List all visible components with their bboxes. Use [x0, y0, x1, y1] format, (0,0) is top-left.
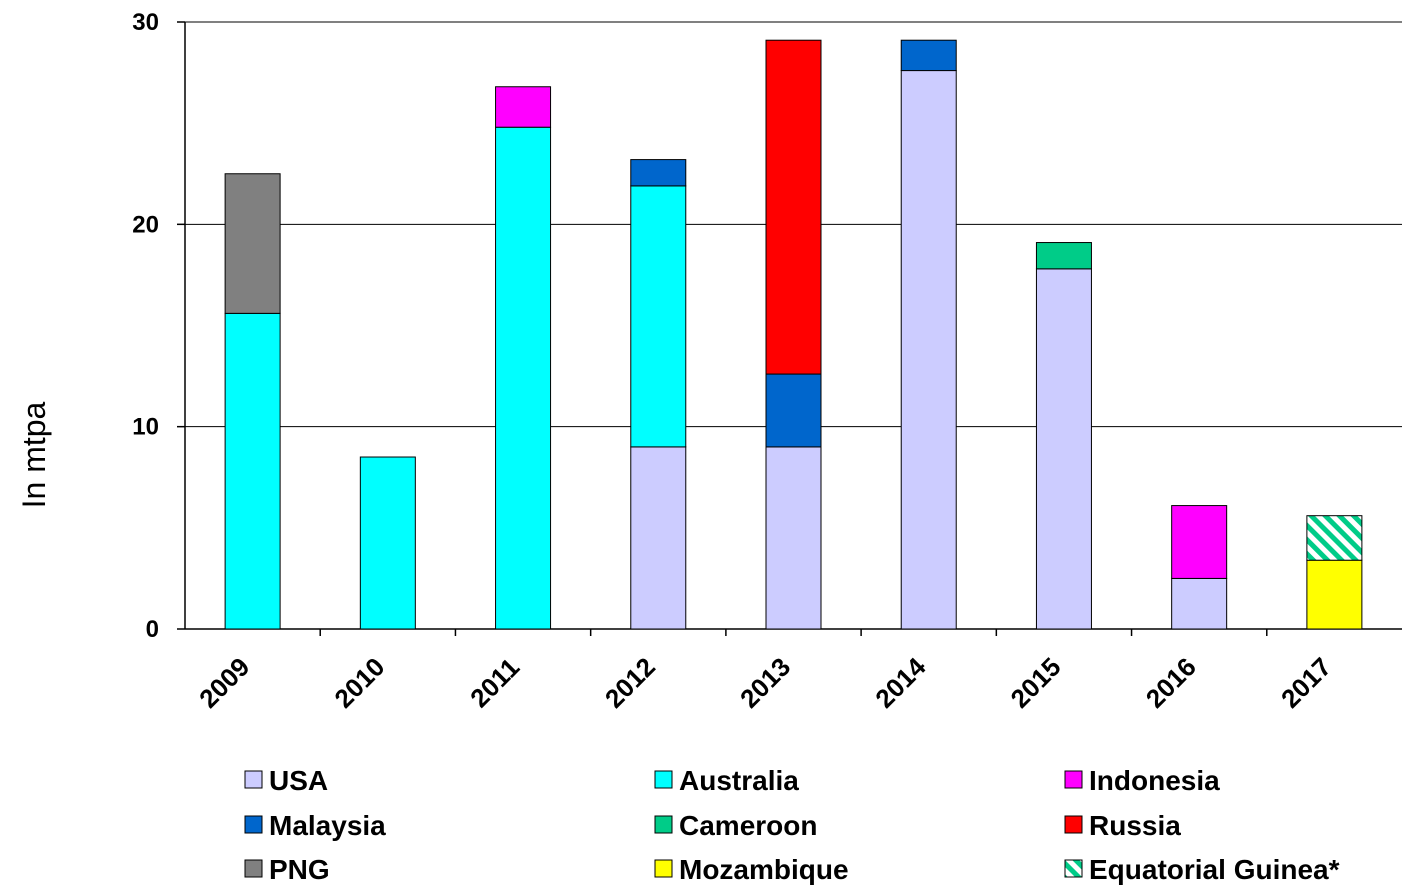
bar-2016-usa: [1171, 577, 1228, 630]
x-tick-label: 2011: [464, 652, 525, 713]
legend-swatch-russia: [1064, 815, 1083, 834]
legend-label: Malaysia: [269, 810, 386, 841]
y-axis-title: In mtpa: [16, 401, 52, 508]
bar-2015-cameroon: [1035, 242, 1092, 270]
x-tick-label: 2017: [1275, 652, 1337, 714]
legend-swatch-australia: [654, 770, 673, 789]
bar-2014-malaysia: [900, 39, 957, 72]
x-tick-label: 2014: [869, 651, 931, 713]
legend-swatch-malaysia: [244, 815, 263, 834]
legend-swatch-equatorial-guinea-: [1064, 859, 1083, 878]
bar-2013-usa: [765, 446, 822, 630]
y-tick-label: 10: [132, 414, 159, 441]
bar-2014-usa: [900, 70, 957, 630]
bar-2017-mozambique: [1306, 559, 1363, 630]
legend-label: Mozambique: [679, 854, 849, 885]
bar-2013-malaysia: [765, 373, 822, 448]
bar-2017-equatorial-guinea-: [1306, 515, 1363, 561]
bar-2012-australia: [630, 185, 687, 448]
legend-label: PNG: [269, 854, 330, 885]
legend-label: Cameroon: [679, 810, 817, 841]
bar-2016-indonesia: [1171, 505, 1228, 579]
legend-label: Russia: [1089, 810, 1181, 841]
x-tick-label: 2013: [734, 652, 796, 714]
legend-label: USA: [269, 765, 328, 796]
bar-2009-png: [224, 173, 281, 314]
bar-2011-australia: [495, 126, 552, 630]
y-tick-label: 0: [146, 616, 159, 643]
bar-2011-indonesia: [495, 86, 552, 128]
legend-swatch-usa: [244, 770, 263, 789]
x-tick-label: 2009: [193, 652, 255, 714]
x-tick-label: 2015: [1005, 652, 1067, 714]
axis-labels: 0 10 20 30 2009 2010 2011 2012 2013 2014 2015 2016 2…: [132, 9, 1337, 714]
legend-label: Australia: [679, 765, 799, 796]
bar-2015-usa: [1035, 268, 1092, 630]
bar-2012-malaysia: [630, 159, 687, 187]
legend-label: Indonesia: [1089, 765, 1220, 796]
legend-swatch-indonesia: [1064, 770, 1083, 789]
bars: [224, 39, 1363, 630]
legend-swatch-cameroon: [654, 815, 673, 834]
y-tick-label: 30: [132, 9, 159, 36]
bar-2010-australia: [359, 456, 416, 630]
x-tick-label: 2012: [599, 652, 661, 714]
y-tick-label: 20: [132, 211, 159, 238]
bar-2009-australia: [224, 312, 281, 630]
legend-swatch-png: [244, 859, 263, 878]
bar-2013-russia: [765, 39, 822, 375]
x-tick-label: 2016: [1140, 652, 1202, 714]
bar-2012-usa: [630, 446, 687, 630]
x-tick-label: 2010: [328, 652, 390, 714]
legend-label: Equatorial Guinea*: [1089, 854, 1340, 885]
legend-swatch-mozambique: [654, 859, 673, 878]
legend: USA Australia Indonesia Malaysia Cameroon Rus…: [244, 765, 1340, 885]
